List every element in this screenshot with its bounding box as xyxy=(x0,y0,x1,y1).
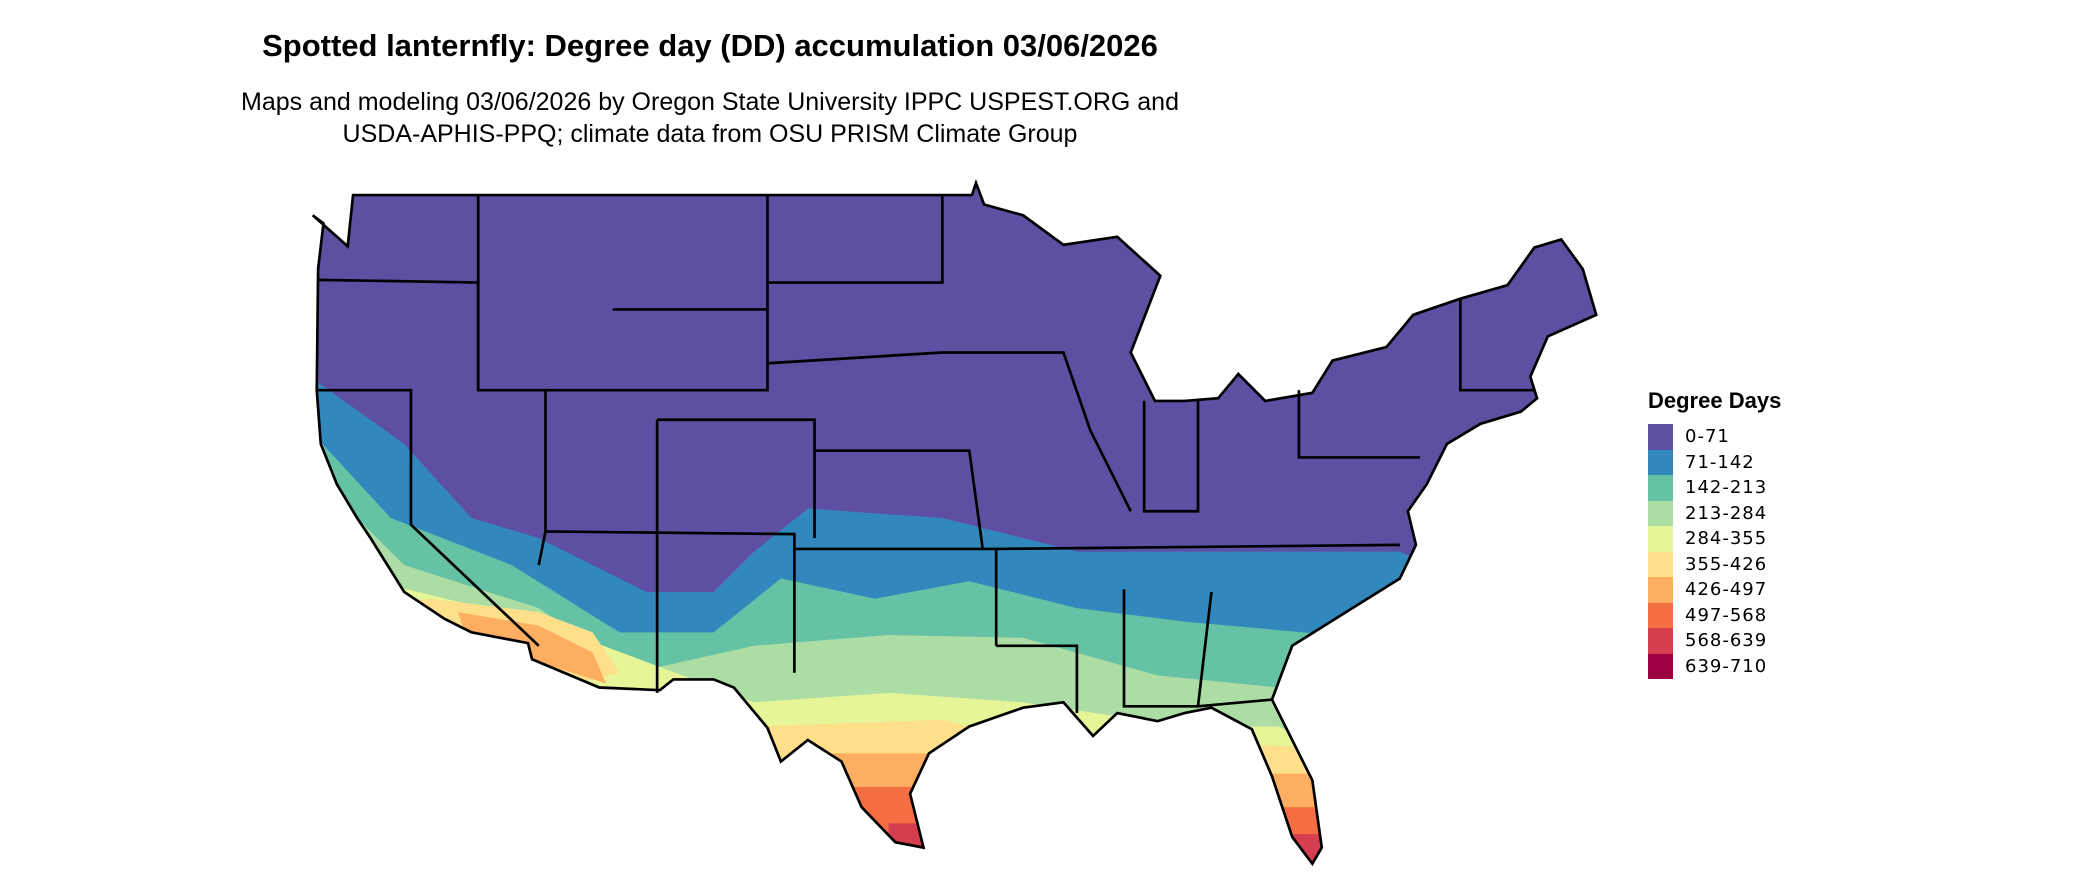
legend-item: 213-284 xyxy=(1648,500,1781,526)
subtitle-line-2: USDA-APHIS-PPQ; climate data from OSU PR… xyxy=(342,120,1078,148)
legend-swatch xyxy=(1648,526,1673,552)
legend-item: 639-710 xyxy=(1648,653,1781,679)
legend-swatch xyxy=(1648,577,1673,603)
border-id-wy-mt xyxy=(476,195,769,392)
legend-item: 71-142 xyxy=(1648,449,1781,475)
legend-swatch xyxy=(1648,449,1673,475)
legend-title: Degree Days xyxy=(1648,388,1782,413)
legend-label: 142-213 xyxy=(1685,477,1768,499)
legend-swatch xyxy=(1648,653,1673,679)
legend-label: 71-142 xyxy=(1685,451,1755,473)
legend-label: 0-71 xyxy=(1685,426,1730,448)
border-dakotas xyxy=(767,195,944,284)
legend-item: 142-213 xyxy=(1648,475,1781,501)
border-pa xyxy=(1297,390,1420,459)
legend-item: 355-426 xyxy=(1648,551,1781,577)
legend-swatch xyxy=(1648,424,1673,450)
zone-568-639 xyxy=(888,823,943,864)
map-subtitle: Maps and modeling 03/06/2026 by Oregon S… xyxy=(0,86,1420,150)
border-al xyxy=(1122,589,1213,708)
legend-label: 497-568 xyxy=(1685,604,1768,626)
border-ks xyxy=(814,449,985,550)
legend-swatch xyxy=(1648,628,1673,654)
legend-item: 426-497 xyxy=(1648,577,1781,603)
map-title: Spotted lanternfly: Degree day (DD) accu… xyxy=(262,28,1158,63)
border-ca-nv xyxy=(318,388,540,647)
subtitle-line-1: Maps and modeling 03/06/2026 by Oregon S… xyxy=(241,88,1179,116)
legend-swatch xyxy=(1648,602,1673,628)
legend: Degree Days 0-71 71-142 142-213 213-284 284-… xyxy=(1648,388,1781,679)
degree-day-fill xyxy=(312,182,1597,864)
legend-label: 568-639 xyxy=(1685,630,1768,652)
state-borders xyxy=(311,181,1598,866)
border-co xyxy=(657,418,816,539)
border-ia-mo xyxy=(942,351,1132,512)
border-sd-ne xyxy=(767,351,943,365)
legend-swatch xyxy=(1648,551,1673,577)
legend-label: 426-497 xyxy=(1685,579,1768,601)
legend-item: 497-568 xyxy=(1648,602,1781,628)
legend-label: 284-355 xyxy=(1685,528,1768,550)
legend-item: 284-355 xyxy=(1648,526,1781,552)
legend-swatch xyxy=(1648,500,1673,526)
border-la-ms xyxy=(996,644,1079,714)
legend-label: 355-426 xyxy=(1685,553,1768,575)
zone-568-639-florida xyxy=(1289,834,1346,864)
legend-label: 639-710 xyxy=(1685,655,1768,677)
zone-426-497 xyxy=(458,612,607,684)
border-in xyxy=(1142,400,1200,513)
legend-item: 568-639 xyxy=(1648,628,1781,654)
border-ga-fl xyxy=(1197,698,1273,708)
legend-items: 0-71 71-142 142-213 213-284 284-355 355-426 42… xyxy=(1648,424,1781,679)
border-four-corners xyxy=(545,530,796,673)
legend-label: 213-284 xyxy=(1685,502,1768,524)
legend-item: 0-71 xyxy=(1648,424,1781,450)
border-new-england xyxy=(1459,298,1535,392)
legend-swatch xyxy=(1648,475,1673,501)
border-tn-nc xyxy=(996,543,1400,551)
